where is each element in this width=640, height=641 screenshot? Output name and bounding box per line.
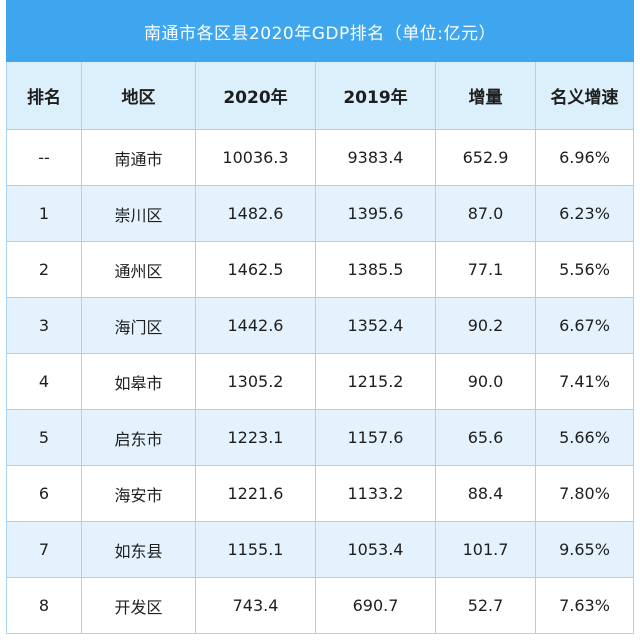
column-header: 排名 (6, 62, 82, 130)
table-cell: 90.0 (436, 354, 536, 410)
table-cell: 如东县 (82, 522, 196, 578)
table-cell: 7.80% (536, 466, 634, 522)
table-row: 3 海门区 1442.6 1352.4 90.2 6.67% (6, 298, 634, 354)
table-cell: 1462.5 (196, 242, 316, 298)
table-cell: 1385.5 (316, 242, 436, 298)
table-cell: 崇川区 (82, 186, 196, 242)
table-cell: 6.67% (536, 298, 634, 354)
table-cell: 1395.6 (316, 186, 436, 242)
gdp-ranking-table: 南通市各区县2020年GDP排名（单位:亿元） 排名 地区 2020年 2019年 增量… (6, 0, 634, 634)
table-cell: 1157.6 (316, 410, 436, 466)
table-cell: 7 (6, 522, 82, 578)
table-cell: 9383.4 (316, 130, 436, 186)
column-header: 名义增速 (536, 62, 634, 130)
table-cell: 65.6 (436, 410, 536, 466)
table-cell: 3 (6, 298, 82, 354)
table-cell: 通州区 (82, 242, 196, 298)
table-cell: 5.56% (536, 242, 634, 298)
table-row: 5 启东市 1223.1 1157.6 65.6 5.66% (6, 410, 634, 466)
table-cell: 77.1 (436, 242, 536, 298)
table-cell: 海门区 (82, 298, 196, 354)
column-header: 2020年 (196, 62, 316, 130)
table-row: 4 如皋市 1305.2 1215.2 90.0 7.41% (6, 354, 634, 410)
table-cell: 4 (6, 354, 82, 410)
table-cell: 652.9 (436, 130, 536, 186)
table-cell: 6.23% (536, 186, 634, 242)
table-header-row: 排名 地区 2020年 2019年 增量 名义增速 (6, 62, 634, 130)
table-row: 7 如东县 1155.1 1053.4 101.7 9.65% (6, 522, 634, 578)
table-cell: 南通市 (82, 130, 196, 186)
table-cell: 9.65% (536, 522, 634, 578)
table-cell: 5.66% (536, 410, 634, 466)
table-cell: 101.7 (436, 522, 536, 578)
table-cell: 2 (6, 242, 82, 298)
table-cell: 87.0 (436, 186, 536, 242)
column-header: 2019年 (316, 62, 436, 130)
table-cell: 海安市 (82, 466, 196, 522)
table-row: 8 开发区 743.4 690.7 52.7 7.63% (6, 578, 634, 634)
table-cell: 6 (6, 466, 82, 522)
table-cell: 1221.6 (196, 466, 316, 522)
table-cell: 5 (6, 410, 82, 466)
table-cell: 1352.4 (316, 298, 436, 354)
table-cell: 6.96% (536, 130, 634, 186)
table-cell: 690.7 (316, 578, 436, 634)
table-cell: 1223.1 (196, 410, 316, 466)
table-row: 2 通州区 1462.5 1385.5 77.1 5.56% (6, 242, 634, 298)
table-row: 6 海安市 1221.6 1133.2 88.4 7.80% (6, 466, 634, 522)
table-cell: 8 (6, 578, 82, 634)
table-cell: 52.7 (436, 578, 536, 634)
table-body: 排名 地区 2020年 2019年 增量 名义增速 -- 南通市 10036.3 9383.4 65… (6, 62, 634, 634)
table-cell: 1442.6 (196, 298, 316, 354)
table-row: -- 南通市 10036.3 9383.4 652.9 6.96% (6, 130, 634, 186)
table-title: 南通市各区县2020年GDP排名（单位:亿元） (6, 0, 634, 62)
table-cell: 1155.1 (196, 522, 316, 578)
table-cell: 1482.6 (196, 186, 316, 242)
table-cell: 1305.2 (196, 354, 316, 410)
table-cell: 启东市 (82, 410, 196, 466)
table-cell: 90.2 (436, 298, 536, 354)
table-cell: 1215.2 (316, 354, 436, 410)
table-cell: 1053.4 (316, 522, 436, 578)
table-cell: 1133.2 (316, 466, 436, 522)
table-cell: 743.4 (196, 578, 316, 634)
table-cell: -- (6, 130, 82, 186)
table-cell: 7.41% (536, 354, 634, 410)
table-cell: 如皋市 (82, 354, 196, 410)
table-cell: 7.63% (536, 578, 634, 634)
table-row: 1 崇川区 1482.6 1395.6 87.0 6.23% (6, 186, 634, 242)
table-cell: 开发区 (82, 578, 196, 634)
table-cell: 1 (6, 186, 82, 242)
column-header: 增量 (436, 62, 536, 130)
table-cell: 10036.3 (196, 130, 316, 186)
table-cell: 88.4 (436, 466, 536, 522)
column-header: 地区 (82, 62, 196, 130)
